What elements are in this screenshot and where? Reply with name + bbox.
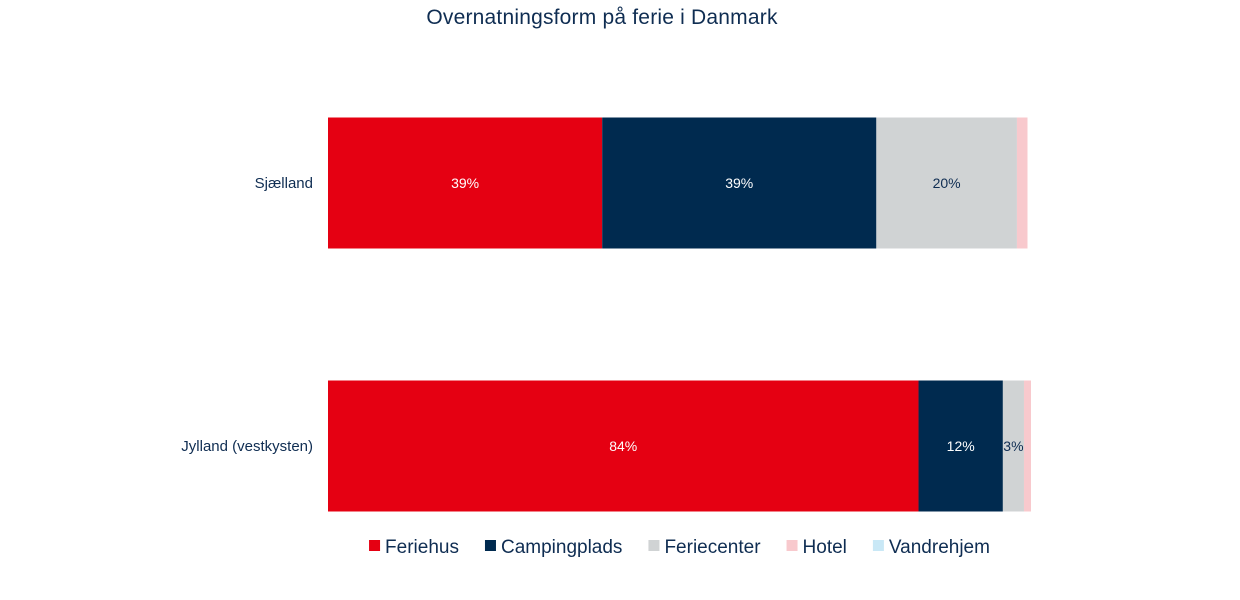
legend-label-feriecenter: Feriecenter [664,537,761,558]
legend-label-campingplads: Campingplads [501,537,622,558]
legend-label-hotel: Hotel [803,537,847,558]
category-label-jylland-vestkysten: Jylland (vestkysten) [181,438,313,455]
legend-marker-campingplads [484,540,496,551]
legend-marker-hotel [786,540,798,551]
bar-segment-hotel-sjaelland [1016,117,1028,249]
legend-marker-feriehus [369,540,381,551]
bar-segment-feriehus-sjaelland [328,117,603,249]
legend: Feriehus Campingplads Feriecenter Hotel Vand… [369,537,990,558]
bar-segment-feriecenter-jylland-vestkysten [1002,380,1024,512]
legend-label-feriehus: Feriehus [385,537,459,558]
data-label-feriehus-sjaelland: 39% [451,175,479,191]
data-label-feriecenter-sjaelland: 20% [933,175,961,191]
legend-marker-vandrehjem [872,540,884,551]
data-label-campingplads-jylland-vestkysten: 12% [947,438,975,454]
bar-segment-hotel-jylland-vestkysten [1023,380,1031,512]
bar-segment-campingplads-jylland-vestkysten [918,380,1003,512]
category-label-sjaelland: Sjælland [255,175,313,192]
legend-marker-feriecenter [648,540,660,551]
data-label-feriehus-jylland-vestkysten: 84% [609,438,637,454]
bar-segment-feriecenter-sjaelland [876,117,1017,249]
data-label-feriecenter-jylland-vestkysten: 3% [1003,438,1023,454]
data-label-campingplads-sjaelland: 39% [725,175,753,191]
chart-title: Overnatningsform på ferie i Danmark [426,6,778,29]
bar-segment-campingplads-sjaelland [602,117,877,249]
bar-segment-feriehus-jylland-vestkysten [328,380,919,512]
legend-label-vandrehjem: Vandrehjem [889,537,990,558]
